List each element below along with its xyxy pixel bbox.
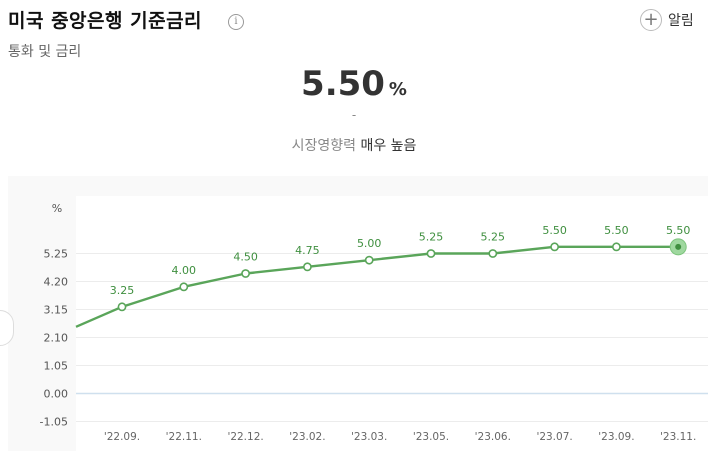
y-tick-label: 1.05 bbox=[44, 360, 69, 373]
data-value-label: 5.25 bbox=[481, 231, 506, 244]
x-tick-label: '23.07. bbox=[536, 431, 572, 443]
data-point bbox=[364, 255, 374, 265]
impact-value: 매우 높음 bbox=[360, 138, 417, 154]
data-value-label: 3.25 bbox=[110, 284, 135, 297]
page-title: 미국 중앙은행 기준금리 bbox=[8, 10, 203, 32]
data-point bbox=[179, 282, 189, 292]
data-point bbox=[302, 262, 312, 272]
data-value-label: 4.00 bbox=[172, 264, 197, 277]
y-tick-label: 2.10 bbox=[44, 332, 69, 345]
x-tick-label: '23.09. bbox=[598, 431, 634, 443]
info-icon[interactable]: i bbox=[228, 14, 244, 30]
rate-value: 5.50 bbox=[301, 64, 385, 104]
y-tick-label: 5.25 bbox=[44, 248, 69, 261]
data-value-label: 5.50 bbox=[666, 224, 691, 237]
data-value-label: 4.50 bbox=[233, 251, 258, 264]
y-tick-label: 0.00 bbox=[44, 388, 69, 401]
data-point bbox=[550, 242, 559, 252]
chart-plot-area bbox=[76, 196, 708, 451]
x-tick-label: '23.06. bbox=[475, 431, 511, 443]
alarm-label: 알림 bbox=[668, 13, 694, 29]
y-axis-unit-label: % bbox=[52, 202, 62, 215]
data-point bbox=[488, 249, 498, 258]
x-tick-label: '22.12. bbox=[227, 431, 263, 443]
category-subtitle: 통화 및 금리 bbox=[8, 44, 82, 60]
data-point bbox=[612, 242, 621, 252]
x-tick-label: '23.11. bbox=[660, 431, 696, 443]
x-tick-label: '23.02. bbox=[289, 431, 325, 443]
data-value-label: 5.00 bbox=[357, 237, 382, 250]
data-point bbox=[426, 249, 436, 258]
x-tick-label: '23.05. bbox=[413, 431, 449, 443]
plus-icon: + bbox=[640, 9, 662, 31]
data-value-label: 5.50 bbox=[604, 224, 629, 237]
data-point bbox=[117, 302, 127, 312]
x-tick-label: '22.09. bbox=[104, 431, 140, 443]
rate-unit: % bbox=[388, 79, 407, 100]
data-value-label: 5.50 bbox=[542, 224, 567, 237]
x-tick-label: '23.03. bbox=[351, 431, 387, 443]
impact-label: 시장영향력 bbox=[291, 138, 356, 154]
data-point bbox=[675, 243, 682, 250]
market-impact: 시장영향력 매우 높음 bbox=[0, 135, 708, 155]
rate-series-line bbox=[75, 245, 679, 328]
x-tick-label: '22.11. bbox=[166, 431, 202, 443]
y-tick-label: 4.20 bbox=[44, 276, 69, 289]
current-rate: 5.50% bbox=[0, 64, 708, 104]
alarm-button[interactable]: + 알림 bbox=[640, 8, 694, 32]
y-tick-label: -1.05 bbox=[40, 416, 68, 429]
rate-change: - bbox=[351, 108, 357, 122]
data-value-label: 5.25 bbox=[419, 231, 444, 244]
y-tick-label: 3.15 bbox=[44, 304, 69, 317]
data-value-label: 4.75 bbox=[295, 244, 320, 257]
data-point bbox=[241, 269, 250, 278]
